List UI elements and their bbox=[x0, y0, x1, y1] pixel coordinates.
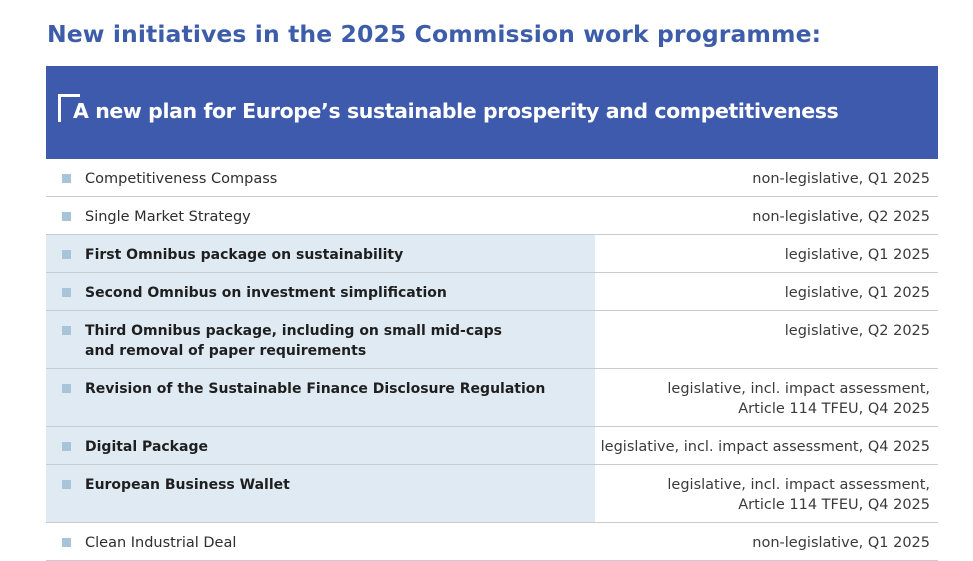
initiative-status: legislative, incl. impact assessment, Ar… bbox=[667, 381, 930, 417]
initiative-name: Third Omnibus package, including on smal… bbox=[85, 323, 502, 359]
list-item: Digital Package legislative, incl. impac… bbox=[46, 427, 938, 465]
list-item: Single Market Strategy non-legislative, … bbox=[46, 197, 938, 235]
square-bullet-icon bbox=[62, 442, 71, 451]
initiative-name: Digital Package bbox=[85, 439, 208, 455]
list-item: Clean Industrial Deal non-legislative, Q… bbox=[46, 523, 938, 561]
list-item: Revision of the Sustainable Finance Disc… bbox=[46, 369, 938, 427]
square-bullet-icon bbox=[62, 384, 71, 393]
initiative-status: legislative, Q1 2025 bbox=[784, 285, 930, 301]
square-bullet-icon bbox=[62, 288, 71, 297]
initiative-name: Clean Industrial Deal bbox=[85, 535, 237, 551]
square-bullet-icon bbox=[62, 538, 71, 547]
list-item: Competitiveness Compass non-legislative,… bbox=[46, 159, 938, 197]
initiative-name: Single Market Strategy bbox=[85, 209, 251, 225]
square-bullet-icon bbox=[62, 326, 71, 335]
initiative-name: Competitiveness Compass bbox=[85, 171, 278, 187]
section-title: A new plan for Europe’s sustainable pros… bbox=[73, 99, 839, 123]
section-banner: A new plan for Europe’s sustainable pros… bbox=[46, 66, 938, 159]
initiative-name: Revision of the Sustainable Finance Disc… bbox=[85, 381, 546, 397]
initiative-name: European Business Wallet bbox=[85, 477, 290, 493]
square-bullet-icon bbox=[62, 480, 71, 489]
initiatives-list: Competitiveness Compass non-legislative,… bbox=[46, 159, 938, 561]
list-item: First Omnibus package on sustainability … bbox=[46, 235, 938, 273]
initiative-name: First Omnibus package on sustainability bbox=[85, 247, 404, 263]
page-title: New initiatives in the 2025 Commission w… bbox=[47, 20, 822, 48]
initiative-status: legislative, Q1 2025 bbox=[784, 247, 930, 263]
initiative-status: legislative, Q2 2025 bbox=[784, 323, 930, 339]
initiative-status: non-legislative, Q2 2025 bbox=[752, 209, 930, 225]
list-item: European Business Wallet legislative, in… bbox=[46, 465, 938, 523]
corner-bracket-icon bbox=[58, 94, 80, 122]
initiative-status: legislative, incl. impact assessment, Q4… bbox=[600, 439, 930, 455]
list-item: Second Omnibus on investment simplificat… bbox=[46, 273, 938, 311]
list-item: Third Omnibus package, including on smal… bbox=[46, 311, 938, 369]
square-bullet-icon bbox=[62, 250, 71, 259]
initiative-status: non-legislative, Q1 2025 bbox=[752, 535, 930, 551]
initiative-status: non-legislative, Q1 2025 bbox=[752, 171, 930, 187]
square-bullet-icon bbox=[62, 174, 71, 183]
initiative-status: legislative, incl. impact assessment, Ar… bbox=[667, 477, 930, 513]
square-bullet-icon bbox=[62, 212, 71, 221]
initiative-name: Second Omnibus on investment simplificat… bbox=[85, 285, 447, 301]
